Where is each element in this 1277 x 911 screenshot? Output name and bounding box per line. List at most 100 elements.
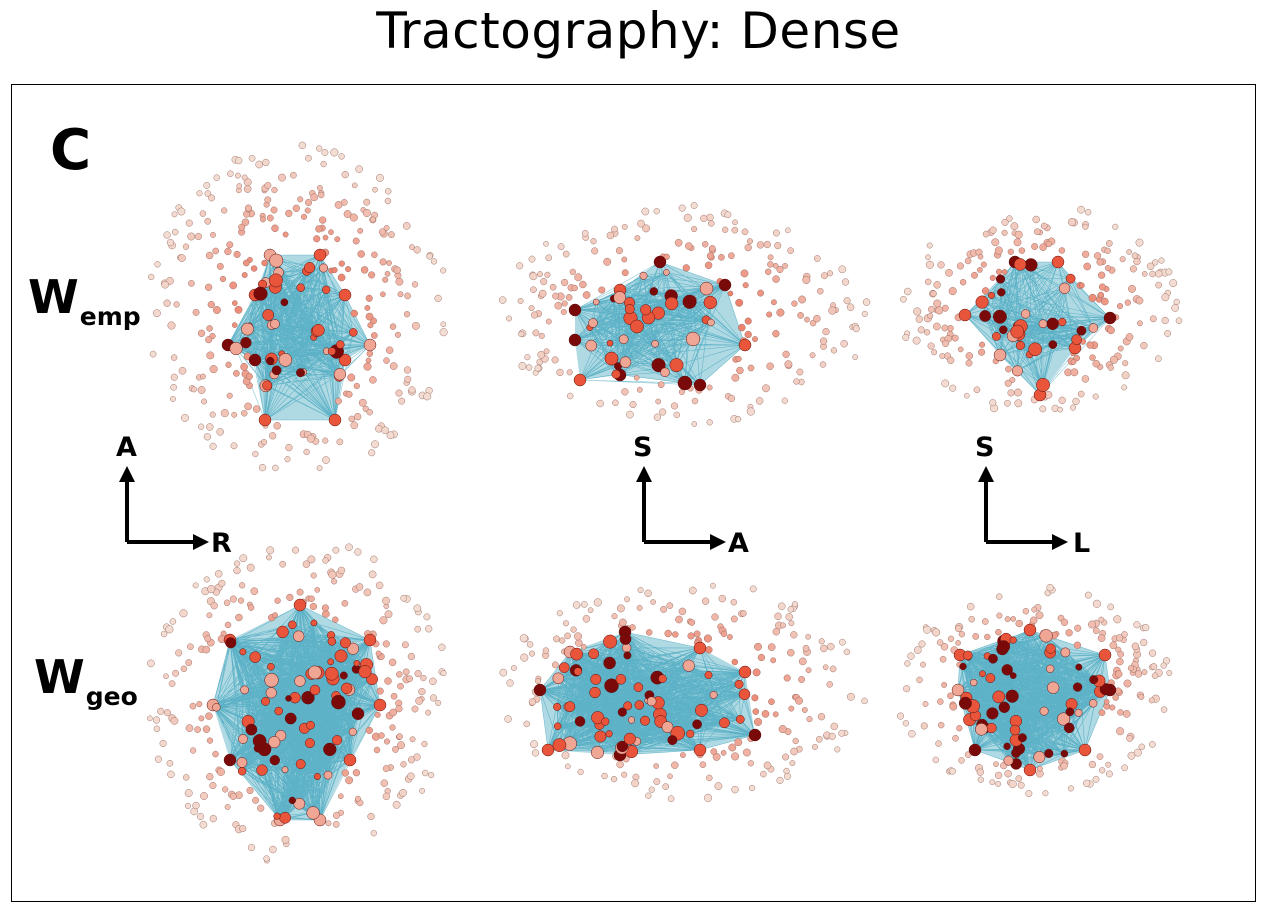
node bbox=[401, 641, 409, 649]
node bbox=[757, 653, 766, 662]
node bbox=[247, 604, 255, 611]
node bbox=[376, 687, 384, 695]
node bbox=[247, 843, 256, 852]
node bbox=[182, 774, 190, 781]
hub-node bbox=[669, 358, 684, 373]
hub-node bbox=[1060, 647, 1071, 658]
node bbox=[862, 298, 871, 306]
node bbox=[345, 390, 353, 398]
node bbox=[270, 206, 278, 214]
node bbox=[147, 715, 153, 722]
node bbox=[1112, 694, 1119, 701]
node bbox=[1115, 634, 1124, 642]
node bbox=[430, 694, 438, 702]
node bbox=[383, 225, 390, 231]
node bbox=[897, 712, 905, 720]
hub-node bbox=[313, 248, 327, 262]
node bbox=[751, 694, 759, 702]
hub-node bbox=[223, 753, 237, 767]
node bbox=[674, 238, 683, 247]
node bbox=[355, 583, 364, 591]
node bbox=[529, 272, 538, 281]
node bbox=[271, 186, 278, 194]
hub-node bbox=[604, 351, 619, 366]
node bbox=[148, 273, 155, 281]
node bbox=[641, 207, 650, 216]
hub-node bbox=[594, 730, 607, 743]
node bbox=[523, 720, 530, 728]
node bbox=[1073, 354, 1081, 362]
node bbox=[350, 421, 359, 430]
hub-node bbox=[677, 375, 693, 391]
node bbox=[383, 357, 390, 364]
node bbox=[816, 736, 823, 743]
hub-node bbox=[333, 368, 347, 381]
node bbox=[958, 631, 965, 638]
node bbox=[385, 188, 392, 195]
hub-node bbox=[707, 318, 715, 327]
node bbox=[169, 618, 177, 625]
node bbox=[355, 165, 363, 173]
node bbox=[562, 250, 570, 258]
node bbox=[330, 148, 339, 157]
node bbox=[520, 653, 529, 662]
node bbox=[728, 743, 737, 752]
node bbox=[1123, 679, 1132, 688]
node bbox=[1039, 243, 1047, 251]
node bbox=[201, 398, 208, 405]
node bbox=[663, 253, 670, 260]
node bbox=[518, 362, 527, 370]
hub-node bbox=[1103, 311, 1117, 325]
node bbox=[747, 364, 755, 372]
node bbox=[214, 570, 223, 578]
hub-node bbox=[331, 694, 346, 710]
node bbox=[552, 661, 559, 669]
node bbox=[1116, 657, 1124, 666]
node bbox=[243, 178, 252, 187]
node bbox=[378, 732, 385, 739]
node bbox=[407, 652, 416, 661]
node bbox=[258, 464, 267, 472]
node bbox=[269, 432, 277, 440]
hub-node bbox=[237, 766, 247, 776]
node bbox=[1098, 709, 1106, 716]
node bbox=[531, 311, 539, 319]
hub-node bbox=[633, 682, 644, 692]
node bbox=[337, 273, 346, 282]
node bbox=[648, 786, 655, 793]
node bbox=[947, 325, 954, 332]
node bbox=[209, 365, 218, 374]
node bbox=[218, 579, 226, 587]
coronal-emp-network bbox=[900, 205, 1183, 413]
node bbox=[1060, 618, 1069, 627]
node bbox=[205, 283, 213, 291]
node bbox=[203, 181, 211, 189]
node bbox=[829, 665, 837, 673]
node bbox=[1121, 371, 1130, 380]
node bbox=[1121, 631, 1128, 638]
node bbox=[804, 316, 810, 323]
hub-node bbox=[719, 717, 730, 729]
node bbox=[917, 326, 925, 334]
node bbox=[766, 311, 773, 318]
node bbox=[395, 389, 403, 397]
node bbox=[774, 242, 782, 250]
node bbox=[902, 720, 910, 727]
node bbox=[1097, 634, 1106, 643]
node bbox=[1149, 741, 1156, 748]
node bbox=[384, 738, 391, 745]
hub-node bbox=[323, 770, 333, 780]
hub-node bbox=[634, 700, 645, 710]
node bbox=[1149, 315, 1157, 323]
node bbox=[285, 209, 293, 218]
node bbox=[1140, 638, 1148, 647]
node bbox=[332, 546, 340, 554]
hub-node bbox=[270, 319, 280, 329]
node bbox=[1058, 247, 1066, 254]
node bbox=[419, 787, 425, 794]
row-label-letter: W bbox=[28, 270, 79, 324]
node bbox=[956, 262, 964, 270]
node-layer bbox=[897, 583, 1173, 798]
hub-node bbox=[975, 723, 988, 736]
